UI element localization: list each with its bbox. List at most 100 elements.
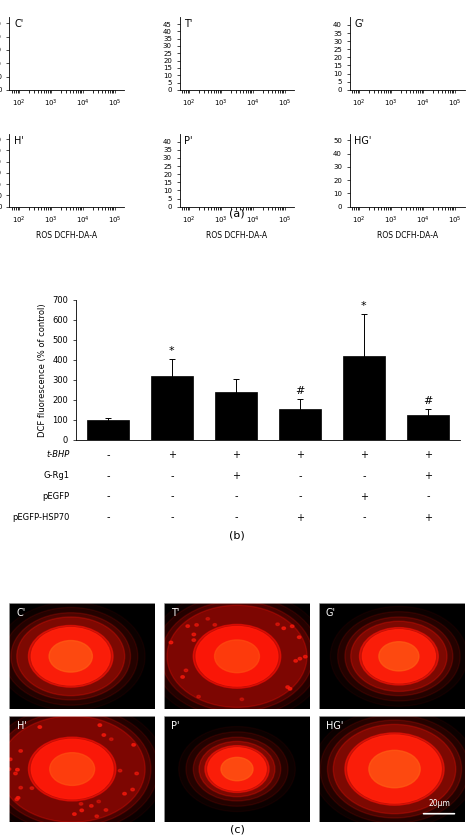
Circle shape <box>337 612 460 701</box>
Circle shape <box>333 724 456 814</box>
Y-axis label: DCF fluorescence (% of control): DCF fluorescence (% of control) <box>38 303 47 436</box>
Circle shape <box>79 803 83 805</box>
Text: pEGFP: pEGFP <box>42 492 69 501</box>
Circle shape <box>303 655 307 658</box>
Circle shape <box>179 727 295 811</box>
Text: #: # <box>295 387 304 397</box>
Circle shape <box>379 642 419 671</box>
Circle shape <box>205 746 269 793</box>
Circle shape <box>221 758 253 781</box>
Circle shape <box>291 625 294 628</box>
Text: t-BHP: t-BHP <box>46 451 69 459</box>
Text: H': H' <box>17 722 27 731</box>
Circle shape <box>11 612 130 700</box>
Circle shape <box>186 625 190 628</box>
Circle shape <box>38 726 42 728</box>
Text: C': C' <box>17 608 26 618</box>
Text: +: + <box>296 513 304 523</box>
Bar <box>151 376 192 440</box>
Circle shape <box>199 742 275 797</box>
Circle shape <box>118 769 122 772</box>
Text: -: - <box>106 450 109 460</box>
Circle shape <box>282 627 285 629</box>
Circle shape <box>345 733 444 805</box>
Circle shape <box>208 748 266 790</box>
X-axis label: ROS DCFH-DA-A: ROS DCFH-DA-A <box>376 232 438 240</box>
Text: -: - <box>298 492 301 502</box>
Text: +: + <box>360 492 368 502</box>
Circle shape <box>320 715 469 823</box>
Circle shape <box>345 617 453 696</box>
Text: -: - <box>170 471 173 481</box>
Text: -: - <box>106 513 109 523</box>
Circle shape <box>359 628 438 685</box>
Bar <box>87 420 128 440</box>
Circle shape <box>161 601 313 711</box>
Text: -: - <box>234 513 237 523</box>
Circle shape <box>169 641 173 644</box>
Circle shape <box>193 737 281 801</box>
Text: G': G' <box>354 19 364 29</box>
X-axis label: ROS DCFH-DA-A: ROS DCFH-DA-A <box>36 232 98 240</box>
Circle shape <box>298 658 301 660</box>
Circle shape <box>196 627 278 686</box>
Text: -: - <box>298 471 301 481</box>
Circle shape <box>197 696 201 698</box>
Circle shape <box>102 734 106 737</box>
Circle shape <box>14 772 17 774</box>
Circle shape <box>7 768 11 770</box>
Circle shape <box>132 743 136 746</box>
Circle shape <box>90 805 93 807</box>
Circle shape <box>363 630 435 683</box>
Circle shape <box>97 800 100 803</box>
Circle shape <box>31 739 113 799</box>
Bar <box>343 356 384 440</box>
Circle shape <box>330 607 467 706</box>
Circle shape <box>0 701 165 837</box>
Circle shape <box>19 750 22 753</box>
Circle shape <box>0 706 158 831</box>
Text: -: - <box>170 513 173 523</box>
Circle shape <box>294 659 297 662</box>
Circle shape <box>348 735 441 803</box>
Circle shape <box>80 809 83 811</box>
Circle shape <box>369 750 420 788</box>
Text: -: - <box>362 471 365 481</box>
Circle shape <box>288 687 292 690</box>
Text: +: + <box>232 450 240 460</box>
Circle shape <box>95 815 99 817</box>
Text: H': H' <box>14 136 24 146</box>
Text: G': G' <box>326 608 336 618</box>
Text: -: - <box>106 492 109 502</box>
Text: (b): (b) <box>229 530 245 540</box>
Circle shape <box>98 724 101 727</box>
Text: +: + <box>424 471 432 481</box>
Circle shape <box>193 624 281 688</box>
Circle shape <box>49 640 92 672</box>
Text: +: + <box>296 450 304 460</box>
Circle shape <box>215 640 259 673</box>
Text: P': P' <box>172 722 180 731</box>
Circle shape <box>286 685 290 688</box>
Circle shape <box>16 769 19 771</box>
Bar <box>215 392 256 440</box>
Text: *: * <box>169 347 174 357</box>
Circle shape <box>213 623 217 626</box>
Circle shape <box>240 698 244 701</box>
Circle shape <box>9 758 12 761</box>
Text: -: - <box>170 492 173 502</box>
Circle shape <box>154 596 320 717</box>
Text: -: - <box>234 492 237 502</box>
Circle shape <box>19 786 22 789</box>
Text: +: + <box>424 513 432 523</box>
Circle shape <box>109 738 113 741</box>
Text: (c): (c) <box>229 824 245 834</box>
Text: +: + <box>424 450 432 460</box>
Text: pEGFP-HSP70: pEGFP-HSP70 <box>12 513 69 522</box>
Circle shape <box>181 675 184 678</box>
Circle shape <box>50 753 95 785</box>
Text: G-Rg1: G-Rg1 <box>44 472 69 480</box>
Circle shape <box>186 732 288 806</box>
Circle shape <box>104 809 108 811</box>
Bar <box>407 415 448 440</box>
